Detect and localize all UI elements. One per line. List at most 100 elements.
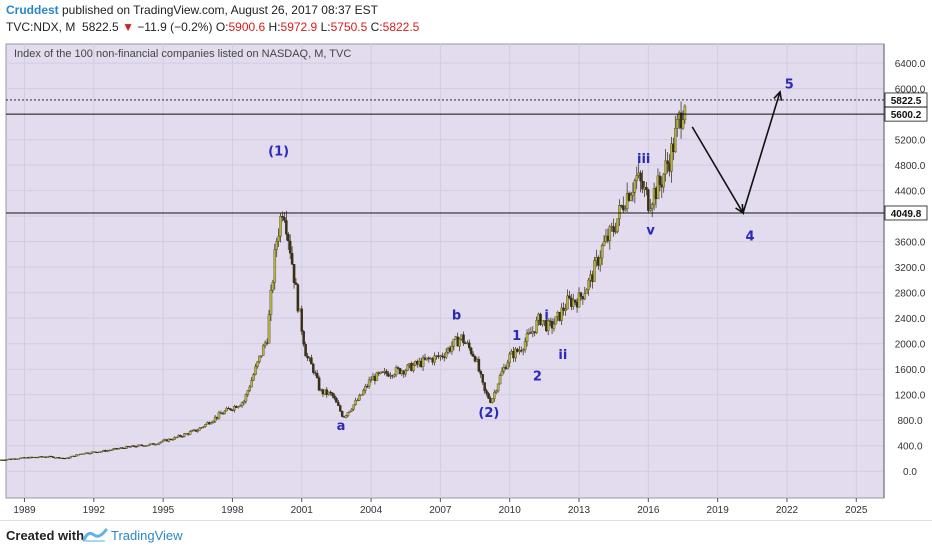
candle — [352, 404, 355, 410]
wave-label: a — [337, 419, 346, 434]
candle — [568, 295, 571, 299]
candle — [593, 260, 596, 282]
x-tick-label: 1998 — [221, 505, 244, 516]
candle — [111, 448, 115, 451]
author-link[interactable]: Cruddest — [6, 3, 59, 17]
candle — [441, 355, 444, 358]
candle — [152, 443, 155, 445]
candle — [571, 299, 575, 307]
candle — [616, 218, 619, 232]
x-tick-label: 2013 — [568, 505, 591, 516]
candle — [433, 355, 436, 363]
x-tick-label: 2001 — [291, 505, 314, 516]
candle — [412, 365, 415, 372]
candle — [167, 438, 171, 442]
candle — [310, 357, 313, 365]
candle — [583, 293, 587, 300]
y-tick-label: 3600.0 — [895, 238, 926, 249]
candle — [477, 359, 481, 372]
candle — [269, 290, 273, 315]
candle — [493, 392, 496, 400]
candle — [421, 357, 425, 367]
candle — [217, 412, 221, 419]
candle — [129, 446, 132, 448]
chart-title: Index of the 100 non-financial companies… — [14, 48, 351, 60]
low-label: L: — [320, 20, 331, 34]
candle — [666, 160, 669, 164]
plot-area[interactable] — [5, 43, 885, 499]
candle — [75, 454, 78, 457]
x-tick-label: 2007 — [429, 505, 452, 516]
candle — [469, 347, 473, 355]
candle — [169, 438, 173, 440]
candle — [483, 382, 486, 391]
x-tick-label: 2025 — [845, 505, 868, 516]
price-level-tag — [884, 205, 928, 221]
wave-label: 5 — [785, 78, 794, 93]
publish-info: Cruddest published on TradingView.com, A… — [6, 3, 378, 17]
candle — [664, 160, 667, 175]
y-tick-label: 6000.0 — [895, 85, 926, 96]
candle — [647, 189, 650, 211]
candle — [375, 372, 379, 381]
candle — [358, 395, 361, 401]
candle — [271, 282, 275, 291]
candle — [327, 391, 330, 395]
candle — [600, 245, 604, 259]
candle — [117, 448, 121, 450]
candle — [585, 289, 588, 294]
symbol-label: TVC:NDX, M — [6, 20, 76, 34]
candle — [240, 402, 244, 406]
candle — [506, 362, 510, 370]
candle — [548, 320, 552, 322]
chart-header: Cruddest published on TradingView.com, A… — [0, 0, 932, 40]
candle — [225, 408, 228, 412]
candle — [622, 205, 625, 211]
candle — [281, 216, 284, 218]
candle — [223, 410, 226, 414]
candle — [329, 391, 332, 394]
candle — [88, 453, 92, 455]
candle — [356, 400, 359, 402]
wave-label: v — [646, 224, 655, 239]
price-chart[interactable]: 0.0 400.0 800.0 1200.0 1600.0 2000.0 2400.0 280… — [0, 40, 932, 520]
candle — [481, 374, 484, 383]
candle — [302, 331, 305, 345]
y-tick-label: 3200.0 — [895, 263, 926, 274]
candle — [508, 353, 511, 363]
candle — [275, 241, 278, 250]
candle — [36, 457, 40, 459]
candle — [229, 408, 232, 411]
candle — [261, 345, 265, 356]
candle — [674, 127, 677, 153]
candle — [385, 370, 388, 374]
candle — [171, 439, 174, 441]
candle — [656, 175, 660, 200]
footer: Created with TradingView — [0, 520, 932, 551]
candle — [100, 451, 103, 453]
candle — [662, 173, 665, 188]
candle — [57, 457, 61, 459]
candle — [202, 426, 205, 428]
candle — [650, 204, 654, 209]
candle — [625, 193, 629, 210]
candle — [404, 370, 407, 375]
candle — [263, 342, 267, 346]
candle — [608, 226, 612, 242]
open-label: O: — [215, 20, 229, 34]
candle — [641, 180, 644, 190]
candle — [204, 424, 207, 427]
candle — [645, 187, 648, 190]
wave-label: (2) — [478, 406, 499, 421]
candle — [296, 284, 300, 312]
candle — [494, 390, 498, 393]
candle — [250, 379, 253, 388]
candle — [333, 395, 336, 399]
y-tick-label: 400.0 — [897, 442, 922, 453]
candle — [315, 373, 319, 378]
tradingview-link[interactable]: TradingView — [111, 528, 183, 543]
candle — [190, 430, 194, 432]
candle — [452, 338, 456, 347]
candle — [173, 437, 176, 440]
candle — [181, 436, 184, 438]
